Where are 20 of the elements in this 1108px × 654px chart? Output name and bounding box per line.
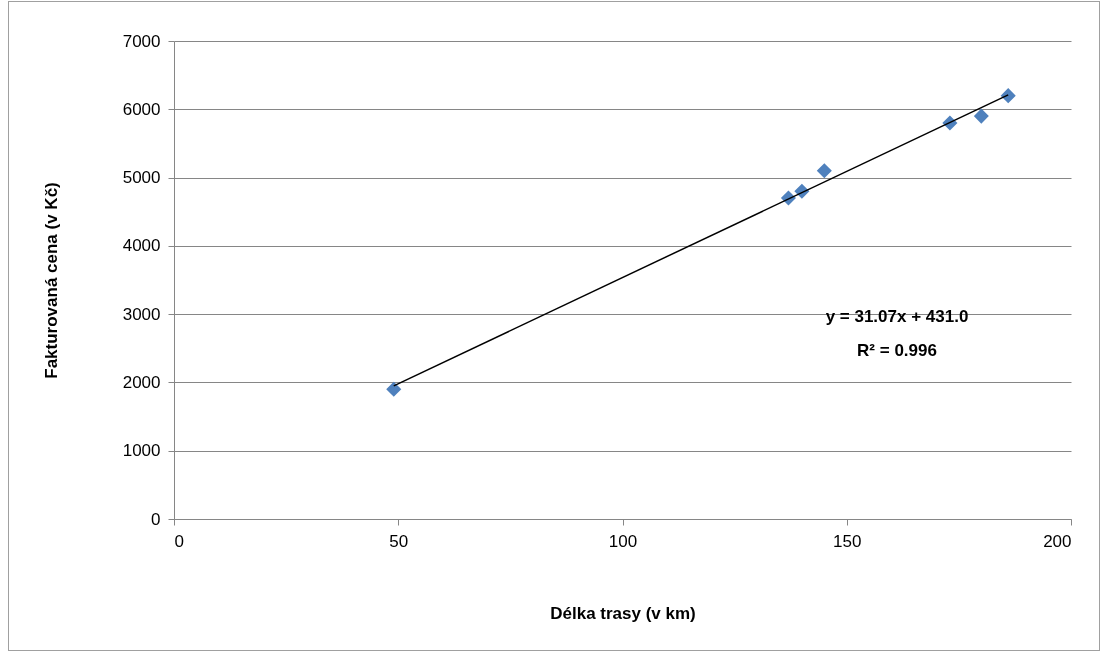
annotation: y = 31.07x + 431.0 (825, 307, 969, 326)
annotation: R² = 0.996 (857, 341, 937, 360)
x-tick-label: 50 (389, 531, 409, 551)
y-tick-label: 6000 (122, 99, 161, 119)
y-tick-label: 0 (151, 509, 161, 529)
y-tick-label: 2000 (122, 372, 161, 392)
y-tick-label: 7000 (122, 31, 161, 51)
x-tick-label: 100 (608, 531, 638, 551)
point (386, 382, 401, 397)
x-tick-label: 0 (174, 531, 184, 551)
y-axis-title: Fakturovaná cena (v Kč) (41, 182, 61, 379)
y-tick-label: 4000 (122, 236, 161, 256)
y-tick-label: 1000 (122, 441, 161, 461)
x-tick-label: 200 (1043, 531, 1072, 551)
x-axis-title: Délka trasy (v km) (550, 603, 696, 623)
point (974, 108, 989, 124)
point (817, 163, 832, 178)
y-tick-label: 3000 (122, 304, 161, 324)
y-tick-label: 5000 (122, 168, 161, 188)
x-tick-label: 150 (833, 531, 862, 551)
